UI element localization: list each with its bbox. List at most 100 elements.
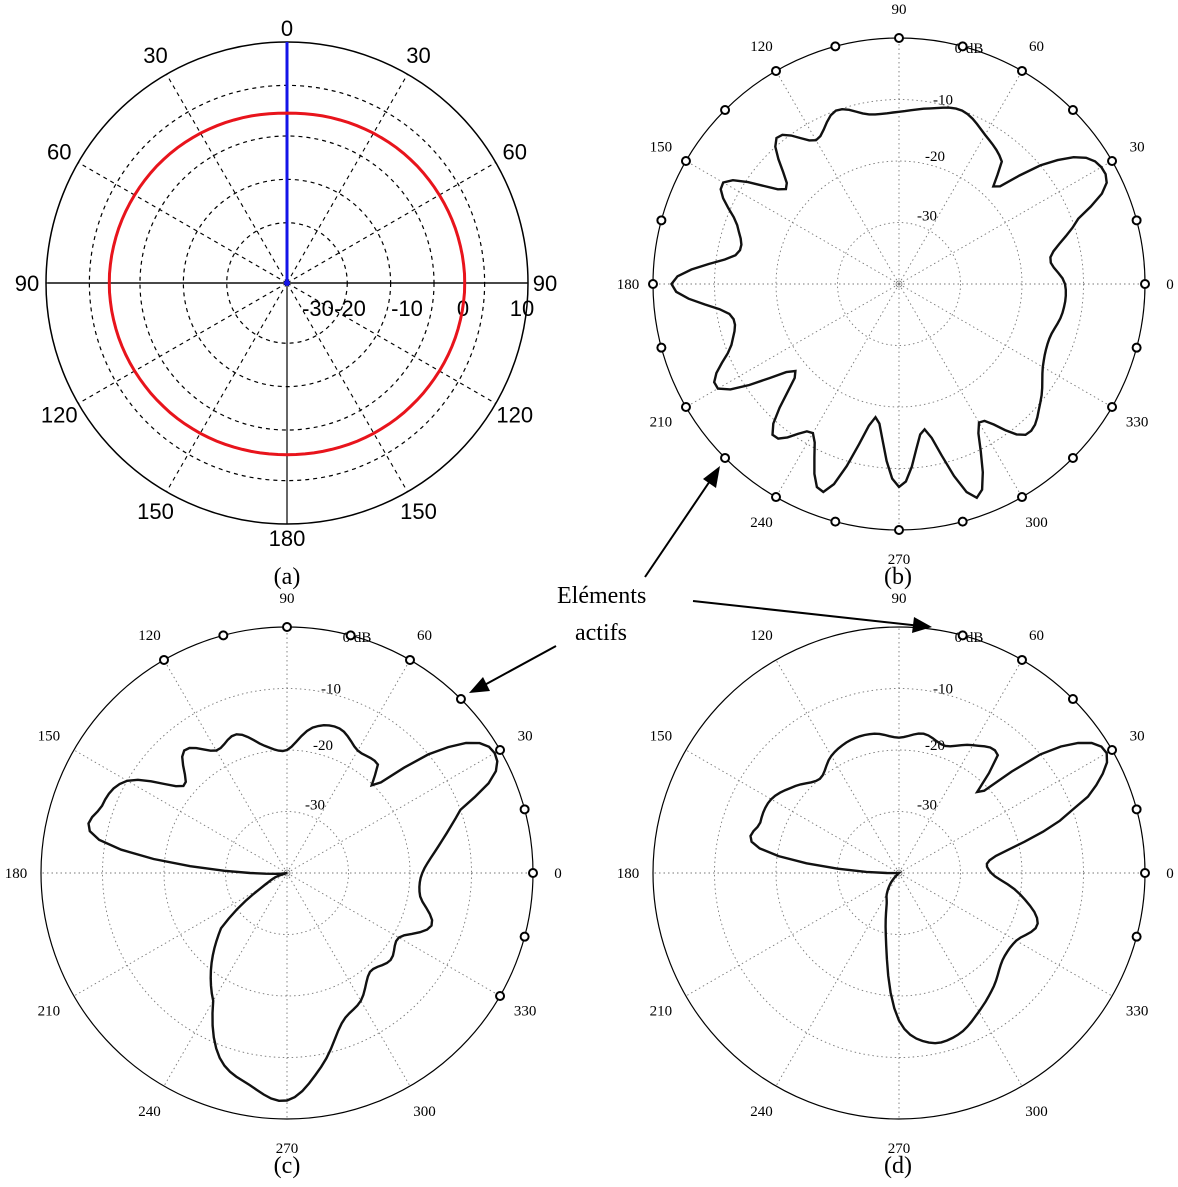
active-element-b-11	[656, 215, 667, 226]
angle-label-a-5: 150	[400, 499, 437, 524]
angle-label-c-5: 150	[38, 729, 61, 745]
pattern-line-c	[87, 723, 499, 1103]
active-element-b-3	[1067, 105, 1078, 116]
spoke-c-10	[286, 872, 411, 1087]
active-element-b-16	[771, 492, 781, 503]
radial-label-c-2: -20	[313, 738, 333, 754]
angle-label-b-0: 0	[1166, 277, 1174, 293]
pattern-line-a	[107, 111, 467, 457]
grid-ring-b-2	[837, 222, 961, 346]
angle-label-b-1: 30	[1130, 140, 1145, 156]
active-element-c-9	[495, 991, 506, 1001]
spoke-c-7	[73, 872, 288, 997]
spoke-d-8	[775, 872, 900, 1087]
angle-label-a-10: 60	[47, 140, 71, 165]
spoke-d-1	[898, 749, 1113, 874]
caption-d: (d)	[884, 1153, 912, 1179]
angle-label-c-3: 90	[280, 591, 295, 607]
active-element-c-7	[218, 630, 229, 641]
active-element-b-13	[656, 342, 667, 353]
grid-ring-c-2	[225, 811, 349, 935]
arrowhead-b	[703, 466, 720, 488]
arrow-to-b	[644, 474, 715, 578]
annotation-line-2: actifs	[575, 620, 627, 646]
angle-label-b-7: 210	[650, 415, 673, 431]
center-b	[895, 280, 903, 288]
active-element-b-6	[894, 33, 904, 43]
angle-label-d-3: 90	[892, 591, 907, 607]
angle-label-a-3: 90	[533, 271, 557, 296]
spoke-a-5	[286, 282, 408, 492]
active-element-b-8	[771, 65, 781, 76]
spoke-a-7	[166, 282, 288, 492]
active-element-b-7	[830, 41, 841, 52]
angle-label-a-1: 30	[406, 43, 430, 68]
origin-dot-a	[284, 280, 290, 286]
angle-label-a-4: 120	[496, 403, 533, 428]
angle-label-b-6: 180	[617, 277, 640, 293]
spoke-c-2	[286, 659, 411, 874]
spoke-c-11	[286, 872, 501, 997]
spoke-d-5	[685, 749, 900, 874]
spoke-b-2	[898, 70, 1023, 285]
angle-label-b-9: 270	[888, 552, 911, 568]
angle-label-a-2: 60	[503, 140, 527, 165]
active-element-b-20	[1017, 492, 1027, 503]
radial-label-a-1: -20	[334, 296, 366, 321]
radial-label-c-1: -10	[321, 682, 341, 698]
spoke-c-4	[163, 659, 288, 874]
angle-label-c-1: 30	[518, 729, 533, 745]
angle-label-c-11: 330	[514, 1004, 537, 1020]
angle-label-b-2: 60	[1029, 39, 1044, 55]
radial-label-a-0: -30	[302, 296, 334, 321]
active-element-c-2	[495, 745, 506, 755]
angle-label-c-10: 300	[413, 1104, 436, 1120]
arrow-to-c	[478, 645, 557, 689]
spoke-b-11	[898, 283, 1113, 408]
angle-label-b-8: 240	[750, 515, 773, 531]
active-element-d-6	[1131, 931, 1142, 942]
angle-label-d-4: 120	[750, 628, 773, 644]
angle-label-a-0: 0	[281, 16, 293, 41]
spoke-d-11	[898, 872, 1113, 997]
active-element-d-3	[1067, 694, 1078, 705]
spoke-c-8	[163, 872, 288, 1087]
angle-label-c-8: 240	[138, 1104, 161, 1120]
active-element-b-1	[1131, 215, 1142, 226]
angle-label-c-4: 120	[138, 628, 161, 644]
active-element-c-10	[519, 931, 530, 942]
active-element-c-4	[405, 654, 415, 665]
spoke-b-4	[775, 70, 900, 285]
active-element-b-4	[1017, 65, 1027, 76]
angle-label-d-9: 270	[888, 1141, 911, 1157]
active-element-b-5	[957, 41, 968, 52]
angle-label-c-7: 210	[38, 1004, 61, 1020]
spoke-a-11	[166, 74, 288, 284]
spoke-a-8	[78, 282, 288, 404]
radial-label-b-3: -30	[917, 208, 937, 224]
active-element-c-5	[345, 630, 356, 641]
annotation-active-elements: Eléments actifs	[469, 466, 932, 693]
active-element-c-0	[528, 868, 538, 878]
arrowhead-c	[469, 677, 490, 693]
angle-label-c-2: 60	[417, 628, 432, 644]
radial-label-c-3: -30	[305, 797, 325, 813]
caption-a: (a)	[274, 564, 301, 590]
active-element-b-12	[648, 279, 658, 289]
arrow-to-d	[692, 600, 922, 627]
spoke-b-5	[685, 160, 900, 285]
angle-label-c-6: 180	[5, 866, 28, 882]
angle-label-b-3: 90	[892, 2, 907, 18]
spoke-d-10	[898, 872, 1023, 1087]
radial-label-b-1: -10	[933, 93, 953, 109]
active-element-b-21	[1067, 452, 1078, 463]
angle-label-c-9: 270	[276, 1141, 299, 1157]
radial-label-d-1: -10	[933, 682, 953, 698]
annotation-line-1: Eléments	[557, 583, 646, 609]
spoke-b-7	[685, 283, 900, 408]
angle-label-a-11: 30	[143, 43, 167, 68]
angle-label-b-4: 120	[750, 39, 773, 55]
